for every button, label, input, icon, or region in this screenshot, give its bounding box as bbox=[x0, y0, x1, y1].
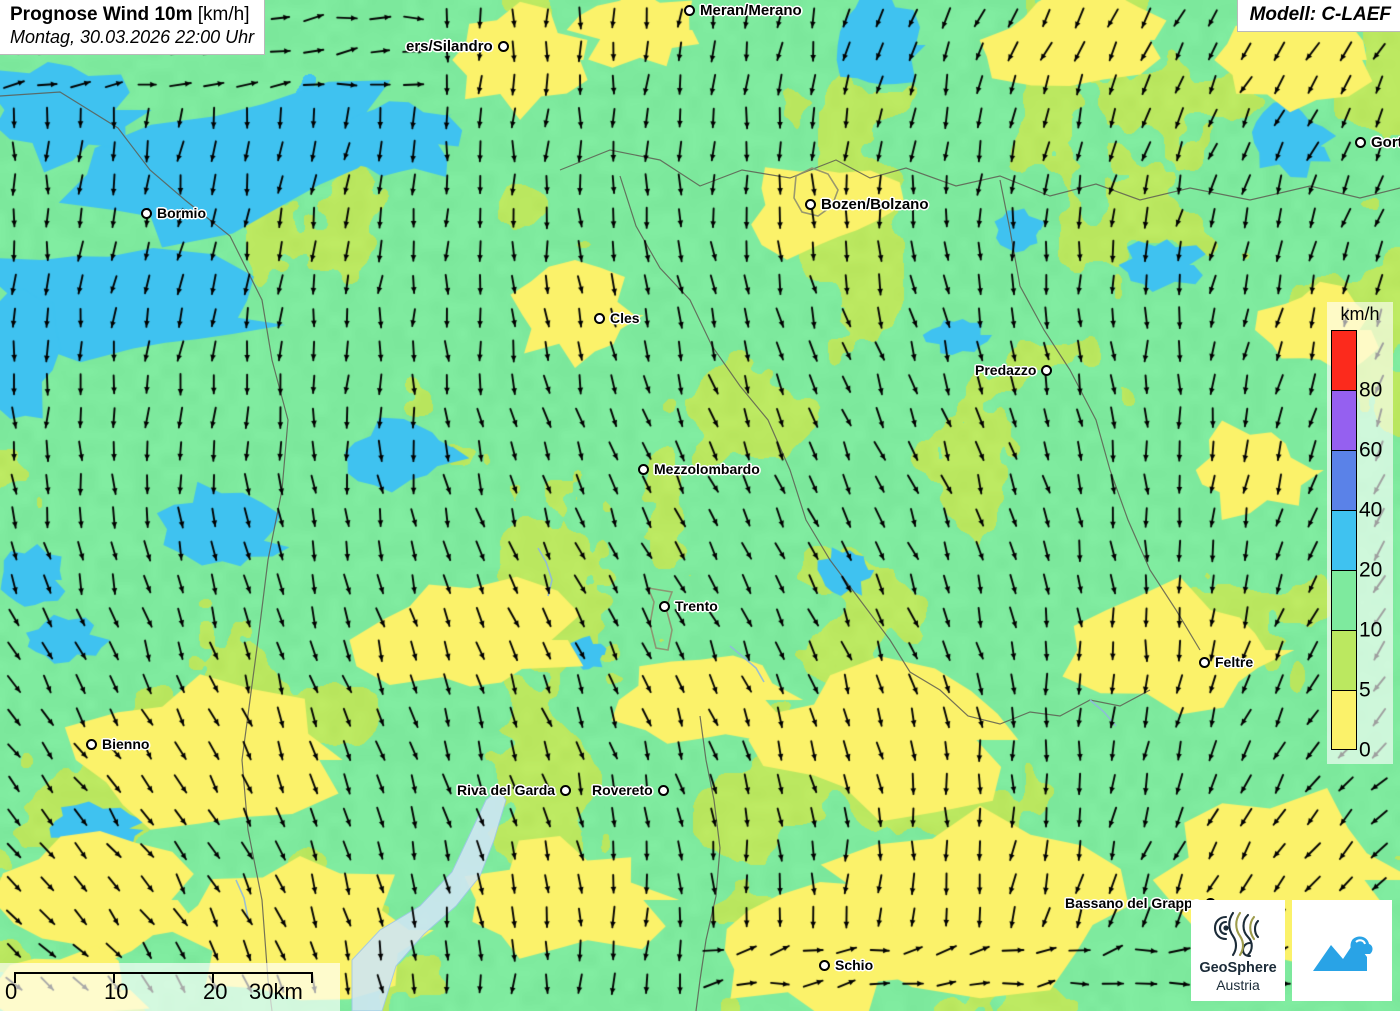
legend-tick-5: 5 bbox=[1359, 678, 1371, 702]
title-unit: [km/h] bbox=[197, 4, 250, 25]
city-label: Cles bbox=[610, 310, 640, 326]
city-marker: Trento bbox=[659, 599, 718, 613]
city-dot-icon bbox=[638, 463, 649, 475]
scale-tick-2 bbox=[212, 972, 214, 983]
logo-row: GeoSphere Austria bbox=[1191, 900, 1392, 1001]
city-marker: Rovereto bbox=[592, 783, 669, 797]
city-label: Feltre bbox=[1215, 654, 1254, 670]
forecast-datetime: Montag, 30.03.2026 22:00 Uhr bbox=[10, 27, 255, 48]
legend-tick-60: 60 bbox=[1359, 438, 1383, 462]
geosphere-austria-logo: GeoSphere Austria bbox=[1191, 900, 1285, 1001]
mountain-cloud-icon bbox=[1313, 936, 1373, 971]
legend-tick-10: 10 bbox=[1359, 618, 1383, 642]
city-dot-icon bbox=[560, 784, 572, 796]
page-title: Prognose Wind 10m [km/h] bbox=[10, 4, 254, 26]
legend-band-60 bbox=[1331, 390, 1357, 450]
city-label: Mezzolombardo bbox=[654, 461, 760, 477]
city-marker: Mezzolombardo bbox=[638, 462, 760, 476]
scale-tick-0 bbox=[14, 972, 16, 983]
city-label: Schio bbox=[835, 957, 874, 973]
city-dot-icon bbox=[594, 312, 605, 324]
city-marker: Meran/Merano bbox=[684, 3, 802, 18]
model-box: Modell: C-LAEF bbox=[1236, 0, 1400, 32]
legend-band-10 bbox=[1331, 570, 1357, 630]
city-dot-icon bbox=[659, 600, 670, 612]
city-marker: Bienno bbox=[86, 737, 149, 751]
city-marker: Bozen/Bolzano bbox=[805, 197, 929, 212]
legend-unit-label: km/h bbox=[1340, 304, 1380, 324]
legend-tick-0: 0 bbox=[1359, 738, 1371, 762]
city-marker: Bormio bbox=[141, 206, 206, 220]
city-label: Bienno bbox=[102, 736, 150, 752]
city-label: Riva del Garda bbox=[457, 782, 556, 798]
city-dot-icon bbox=[684, 5, 695, 16]
legend-tick-40: 40 bbox=[1359, 498, 1383, 522]
city-label: Bormio bbox=[157, 205, 206, 221]
city-marker: Cles bbox=[594, 311, 640, 325]
city-label: Trento bbox=[675, 598, 718, 614]
city-label: Predazzo bbox=[975, 362, 1037, 378]
city-dot-icon bbox=[657, 784, 669, 796]
city-label: Meran/Merano bbox=[700, 2, 802, 19]
legend-band-40 bbox=[1331, 450, 1357, 510]
title-main: Prognose Wind 10m bbox=[10, 4, 193, 25]
legend-band-5 bbox=[1331, 630, 1357, 690]
city-dot-icon bbox=[141, 207, 152, 219]
legend-tick-80: 80 bbox=[1359, 378, 1383, 402]
city-label: Gortin bbox=[1371, 134, 1400, 151]
scale-label-3: 30km bbox=[249, 979, 303, 1004]
scale-tick-1 bbox=[113, 972, 115, 983]
city-label: ers/Silandro bbox=[406, 38, 493, 55]
legend-band-0 bbox=[1331, 690, 1357, 750]
city-dot-icon bbox=[86, 738, 97, 750]
city-dot-icon bbox=[819, 959, 830, 971]
city-dot-icon bbox=[1355, 137, 1366, 148]
scale-label-1: 10 bbox=[104, 979, 129, 1004]
city-dot-icon bbox=[805, 199, 816, 210]
city-label: Bozen/Bolzano bbox=[821, 196, 929, 213]
city-marker: Gortin bbox=[1355, 135, 1400, 150]
legend-band-80 bbox=[1331, 330, 1357, 390]
city-dot-icon bbox=[1041, 364, 1053, 376]
city-marker: Riva del Garda bbox=[457, 782, 572, 798]
legend: km/h 80 60 40 20 10 5 0 bbox=[1327, 302, 1393, 764]
legend-tick-20: 20 bbox=[1359, 558, 1383, 582]
secondary-logo bbox=[1292, 900, 1392, 1001]
scale-label-0: 0 bbox=[5, 979, 18, 1004]
geosphere-mark-icon bbox=[1213, 912, 1260, 958]
city-label: Bassano del Grappa bbox=[1065, 895, 1201, 911]
scale-bar-line bbox=[14, 972, 311, 974]
city-marker: Predazzo bbox=[975, 362, 1053, 378]
city-marker: ers/Silandro bbox=[406, 39, 509, 54]
geosphere-name: GeoSphere bbox=[1199, 960, 1277, 977]
scale-label-2: 20 bbox=[203, 979, 228, 1004]
title-box: Prognose Wind 10m [km/h] Montag, 30.03.2… bbox=[0, 0, 266, 55]
city-dot-icon bbox=[1199, 656, 1210, 668]
city-marker: Schio bbox=[819, 958, 873, 972]
city-marker: Feltre bbox=[1199, 655, 1253, 669]
legend-band-20 bbox=[1331, 510, 1357, 570]
model-label: Modell: C-LAEF bbox=[1249, 4, 1391, 25]
scale-tick-3 bbox=[311, 972, 313, 983]
legend-colorbar bbox=[1331, 330, 1357, 750]
geosphere-sub: Austria bbox=[1216, 976, 1260, 993]
city-dot-icon bbox=[497, 41, 509, 52]
city-label: Rovereto bbox=[592, 782, 653, 798]
scale-bar: 0 10 20 30km bbox=[0, 963, 340, 1011]
